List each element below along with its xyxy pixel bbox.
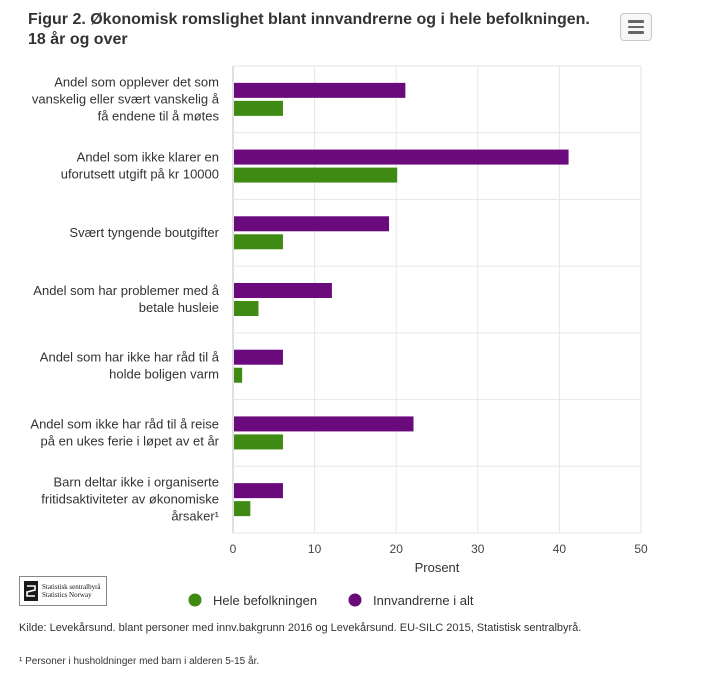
category-label-line: Andel som ikke har råd til å reise <box>30 416 219 431</box>
x-tick-label: 50 <box>634 542 648 556</box>
x-tick-label: 30 <box>471 542 485 556</box>
source-note: Kilde: Levekårsund. blant personer med i… <box>19 622 582 634</box>
hamburger-icon <box>628 20 644 23</box>
category-label: Andel som ikke har råd til å reise på en … <box>30 416 219 448</box>
hamburger-icon <box>628 31 644 34</box>
x-tick-label: 20 <box>390 542 404 556</box>
category-label-line: vanskelig eller svært vanskelig å <box>32 91 220 106</box>
footnote: ¹ Personer i husholdninger med barn i al… <box>19 656 260 667</box>
category-label-line: Barn deltar ikke i organiserte <box>54 475 219 490</box>
category-label-line: på en ukes ferie i løpet av et år <box>41 433 220 448</box>
category-label-line: uforutsett utgift på kr 10000 <box>61 167 219 182</box>
bar-innvandrerne[interactable] <box>234 416 414 432</box>
legend-label[interactable]: Innvandrerne i alt <box>373 593 474 608</box>
bar-hele-befolkningen[interactable] <box>234 434 283 450</box>
category-label: Barn deltar ikke i organiserte fritidsakt… <box>41 475 219 524</box>
bar-innvandrerne[interactable] <box>234 483 283 499</box>
hamburger-icon <box>628 25 644 28</box>
bar-hele-befolkningen[interactable] <box>234 167 398 183</box>
category-label-line: Svært tyngende boutgifter <box>69 225 219 240</box>
legend-label[interactable]: Hele befolkningen <box>213 593 317 608</box>
bar-innvandrerne[interactable] <box>234 216 390 232</box>
bar-chart: Andel som opplever det som vanskelig elle… <box>30 65 648 608</box>
category-label-line: holde boligen varm <box>109 367 219 382</box>
bars <box>234 82 569 517</box>
x-tick-labels: 0 10 20 30 40 50 <box>230 542 648 556</box>
legend-marker[interactable] <box>188 593 202 607</box>
category-label: Andel som har problemer med å betale husl… <box>33 283 219 315</box>
category-label-line: Andel som ikke klarer en <box>77 150 219 165</box>
ssb-logo: Statistisk sentralbyrå Statistics Norway <box>19 576 107 606</box>
bar-innvandrerne[interactable] <box>234 149 569 165</box>
x-tick-label: 40 <box>553 542 567 556</box>
category-labels: Andel som opplever det som vanskelig elle… <box>30 74 219 523</box>
chart-menu-button[interactable] <box>620 13 652 41</box>
bar-innvandrerne[interactable] <box>234 283 332 298</box>
legend-marker[interactable] <box>348 593 362 607</box>
category-label: Andel som har ikke har råd til å holde bo… <box>40 350 220 382</box>
category-label-line: årsaker¹ <box>171 509 219 524</box>
legend: Hele befolkningen Innvandrerne i alt <box>188 593 474 608</box>
bar-innvandrerne[interactable] <box>234 349 283 365</box>
logo-line-2: Statistics Norway <box>42 591 92 599</box>
bar-hele-befolkningen[interactable] <box>234 501 251 517</box>
category-label-line: få endene til å møtes <box>98 108 220 123</box>
bar-hele-befolkningen[interactable] <box>234 367 243 383</box>
category-label-line: Andel som har ikke har råd til å <box>40 350 220 365</box>
bar-hele-befolkningen[interactable] <box>234 234 283 250</box>
category-label: Svært tyngende boutgifter <box>69 225 219 240</box>
bar-innvandrerne[interactable] <box>234 82 406 98</box>
category-label-line: Andel som har problemer med å <box>33 283 219 298</box>
chart-title: Figur 2. Økonomisk romslighet blant innv… <box>28 11 590 48</box>
category-label-line: fritidsaktiviteter av økonomiske <box>41 492 219 507</box>
x-tick-label: 10 <box>308 542 322 556</box>
category-label-line: betale husleie <box>139 300 219 315</box>
category-label: Andel som opplever det som vanskelig elle… <box>32 74 220 123</box>
category-label-line: Andel som opplever det som <box>54 74 219 89</box>
logo-line-1: Statistisk sentralbyrå <box>42 583 101 591</box>
category-label: Andel som ikke klarer en uforutsett utgif… <box>61 150 219 182</box>
bar-hele-befolkningen[interactable] <box>234 100 283 116</box>
x-tick-label: 0 <box>230 542 237 556</box>
ssb-logo-icon <box>24 581 38 601</box>
grid-lines <box>232 65 642 534</box>
x-axis-title: Prosent <box>415 560 460 575</box>
bar-hele-befolkningen[interactable] <box>234 301 259 316</box>
